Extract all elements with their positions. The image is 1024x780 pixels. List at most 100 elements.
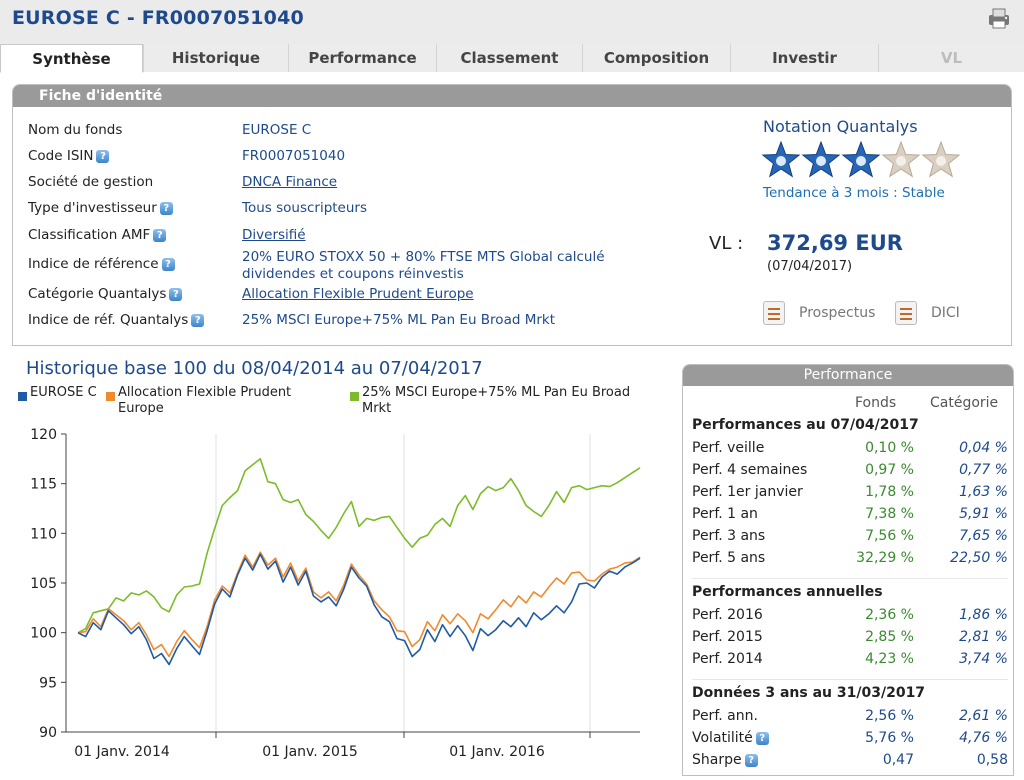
legend-swatch	[106, 392, 115, 401]
perf-label: Perf. ann.	[692, 708, 758, 724]
document-icon	[763, 301, 785, 325]
perf-categorie-value: 22,50 %	[950, 550, 1008, 566]
label-indice-reference: Indice de référence?	[28, 256, 175, 272]
tab-classement[interactable]: Classement	[436, 44, 582, 72]
value-code-isin: FR0007051040	[242, 148, 346, 164]
legend-indice[interactable]: 25% MSCI Europe+75% ML Pan Eu Broad Mrkt	[350, 385, 662, 417]
x-tick-label: 01 Janv. 2014	[74, 744, 170, 760]
perf-row: Sharpe? 0,47 0,58	[692, 752, 1008, 772]
tab-synthese[interactable]: Synthèse	[0, 44, 143, 73]
row-code-isin: Code ISIN? FR0007051040	[28, 148, 728, 170]
perf-label: Perf. 3 ans	[692, 528, 766, 544]
star-center	[816, 156, 826, 166]
vl-date: (07/04/2017)	[767, 259, 853, 274]
perf-fonds-value: 2,56 %	[865, 708, 914, 724]
tab-historique[interactable]: Historique	[143, 44, 288, 72]
section-divider	[692, 578, 1008, 579]
label-nom-fonds: Nom du fonds	[28, 122, 123, 138]
perf-fonds-value: 5,76 %	[865, 730, 914, 746]
tab-investir[interactable]: Investir	[730, 44, 878, 72]
link-societe-gestion[interactable]: DNCA Finance	[242, 174, 338, 190]
perf-row: Perf. 1 an 7,38 % 5,91 %	[692, 506, 1008, 526]
section-divider	[692, 679, 1008, 680]
y-tick-label: 105	[30, 576, 57, 592]
star-center	[896, 156, 906, 166]
dici-button[interactable]: DICI	[895, 301, 985, 327]
perf-section-title: Performances au 07/04/2017	[692, 417, 919, 433]
perf-fonds-value: 0,97 %	[865, 462, 914, 478]
perf-categorie-value: 2,81 %	[959, 629, 1008, 645]
help-icon[interactable]: ?	[161, 258, 175, 271]
perf-fonds-value: 1,78 %	[865, 484, 914, 500]
link-classification-amf[interactable]: Diversifié	[242, 227, 306, 243]
legend-swatch	[350, 392, 359, 401]
fiche-title: Fiche d'identité	[39, 88, 163, 104]
value-type-investisseur: Tous souscripteurs	[242, 200, 368, 216]
label-type-investisseur: Type d'investisseur?	[28, 200, 173, 216]
legend-eurose[interactable]: EUROSE C	[18, 385, 100, 401]
perf-fonds-value: 7,38 %	[865, 506, 914, 522]
perf-categorie-value: 0,04 %	[959, 440, 1008, 456]
perf-section-title: Données 3 ans au 31/03/2017	[692, 685, 926, 701]
label-societe-gestion: Société de gestion	[28, 174, 154, 190]
y-tick-label: 95	[39, 675, 57, 691]
star-center	[936, 156, 946, 166]
prospectus-button[interactable]: Prospectus	[763, 301, 883, 327]
rating-stars	[761, 141, 961, 178]
perf-fonds-value: 2,36 %	[865, 607, 914, 623]
perf-label: Perf. 2014	[692, 651, 763, 667]
perf-row: Perf. 3 ans 7,56 % 7,65 %	[692, 528, 1008, 548]
tab-performance[interactable]: Performance	[288, 44, 436, 72]
print-icon[interactable]	[986, 6, 1012, 30]
history-title: Historique base 100 du 08/04/2014 au 07/…	[26, 358, 483, 379]
x-tick-label: 01 Janv. 2015	[262, 744, 358, 760]
help-icon[interactable]: ?	[755, 732, 769, 745]
perf-fonds-value: 0,10 %	[865, 440, 914, 456]
perf-label: Perf. 1er janvier	[692, 484, 803, 500]
perf-row: Perf. 4 semaines 0,97 % 0,77 %	[692, 462, 1008, 482]
help-icon[interactable]: ?	[744, 754, 758, 767]
perf-row: Perf. 2016 2,36 % 1,86 %	[692, 607, 1008, 627]
series-line-0	[77, 553, 641, 666]
help-icon[interactable]: ?	[191, 314, 205, 327]
perf-categorie-value: 4,76 %	[959, 730, 1008, 746]
help-icon[interactable]: ?	[153, 229, 167, 242]
link-categorie-quantalys[interactable]: Allocation Flexible Prudent Europe	[242, 286, 474, 302]
notation-trend: Tendance à 3 mois : Stable	[763, 185, 945, 201]
row-categorie-quantalys: Catégorie Quantalys? Allocation Flexible…	[28, 286, 728, 308]
y-tick-label: 120	[30, 427, 57, 443]
perf-fonds-value: 7,56 %	[865, 528, 914, 544]
value-indice-quantalys: 25% MSCI Europe+75% ML Pan Eu Broad Mrkt	[242, 312, 556, 328]
col-categorie: Catégorie	[930, 395, 999, 411]
value-nom-fonds: EUROSE C	[242, 122, 312, 138]
help-icon[interactable]: ?	[96, 150, 110, 163]
perf-categorie-value: 0,58	[976, 752, 1008, 768]
tab-composition[interactable]: Composition	[582, 44, 730, 72]
perf-label: Volatilité?	[692, 730, 769, 746]
perf-fonds-value: 2,85 %	[865, 629, 914, 645]
perf-label: Perf. 2016	[692, 607, 763, 623]
star-center	[776, 156, 786, 166]
label-categorie-quantalys: Catégorie Quantalys?	[28, 286, 183, 302]
label-indice-quantalys: Indice de réf. Quantalys?	[28, 312, 205, 328]
legend-label: 25% MSCI Europe+75% ML Pan Eu Broad Mrkt	[362, 385, 631, 416]
perf-categorie-value: 1,63 %	[959, 484, 1008, 500]
help-icon[interactable]: ?	[159, 202, 173, 215]
page-title: EUROSE C - FR0007051040	[12, 7, 304, 29]
history-chart: 90 95 100 105 110 115 120 01 Janv. 2014 01 Janv.…	[30, 427, 641, 760]
perf-row: Perf. 2015 2,85 % 2,81 %	[692, 629, 1008, 649]
legend-categorie[interactable]: Allocation Flexible Prudent Europe	[106, 385, 318, 417]
y-tick-label: 110	[30, 526, 57, 542]
dici-label: DICI	[931, 305, 960, 321]
help-icon[interactable]: ?	[169, 288, 183, 301]
y-tick-label: 115	[30, 477, 57, 493]
series-line-1	[77, 551, 641, 658]
perf-categorie-value: 0,77 %	[959, 462, 1008, 478]
row-indice-reference: Indice de référence? 20% EURO STOXX 50 +…	[28, 249, 728, 285]
document-icon	[895, 301, 917, 325]
fiche-identite-panel: Fiche d'identité Nom du fonds EUROSE C C…	[12, 84, 1012, 346]
prospectus-label: Prospectus	[799, 305, 876, 321]
perf-label: Sharpe?	[692, 752, 758, 768]
perf-categorie-value: 1,86 %	[959, 607, 1008, 623]
row-societe-gestion: Société de gestion DNCA Finance	[28, 174, 728, 196]
